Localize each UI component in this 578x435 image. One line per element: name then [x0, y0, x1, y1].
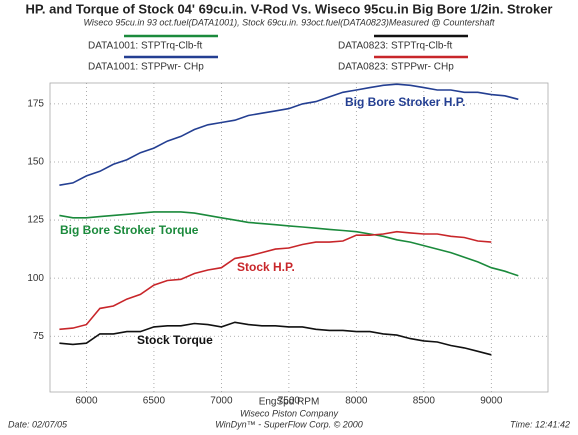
y-tick-label: 175: [27, 99, 44, 110]
y-tick-label: 75: [33, 331, 45, 342]
legend-label: DATA1001: STPTrq-Clb-ft: [88, 41, 203, 52]
x-tick-label: 8500: [413, 396, 436, 407]
series-line: [59, 83, 519, 186]
x-tick-label: 6000: [75, 396, 98, 407]
footer-company: Wiseco Piston Company: [240, 408, 338, 418]
legend-label: DATA0823: STPPwr- CHp: [338, 62, 454, 73]
y-tick-label: 125: [27, 215, 44, 226]
x-tick-label: 8000: [345, 396, 368, 407]
y-tick-label: 100: [27, 273, 44, 284]
footer-software: WinDyn™ - SuperFlow Corp. © 2000: [215, 419, 363, 429]
footer-date: Date: 02/07/05: [8, 419, 68, 429]
series-line: [59, 211, 519, 277]
plot-area: [49, 82, 549, 393]
annotation: Big Bore Stroker H.P.: [345, 95, 465, 109]
x-tick-label: 7500: [278, 396, 301, 407]
chart-title: HP. and Torque of Stock 04' 69cu.in. V-R…: [26, 1, 553, 16]
chart-subtitle: Wiseco 95cu.in 93 oct.fuel(DATA1001), St…: [83, 17, 495, 27]
x-tick-label: 6500: [143, 396, 166, 407]
annotation: Stock H.P.: [237, 260, 295, 274]
legend-label: DATA1001: STPPwr- CHp: [88, 62, 204, 73]
x-tick-label: 7000: [210, 396, 233, 407]
series-line: [59, 230, 492, 331]
y-tick-label: 150: [27, 157, 44, 168]
annotation: Stock Torque: [137, 333, 213, 347]
annotation: Big Bore Stroker Torque: [60, 223, 199, 237]
x-tick-label: 9000: [480, 396, 503, 407]
series-line: [59, 321, 492, 356]
legend-label: DATA0823: STPTrq-Clb-ft: [338, 41, 453, 52]
footer-time: Time: 12:41:42: [510, 419, 570, 429]
x-axis-label: EngSpd RPM: [259, 397, 320, 408]
